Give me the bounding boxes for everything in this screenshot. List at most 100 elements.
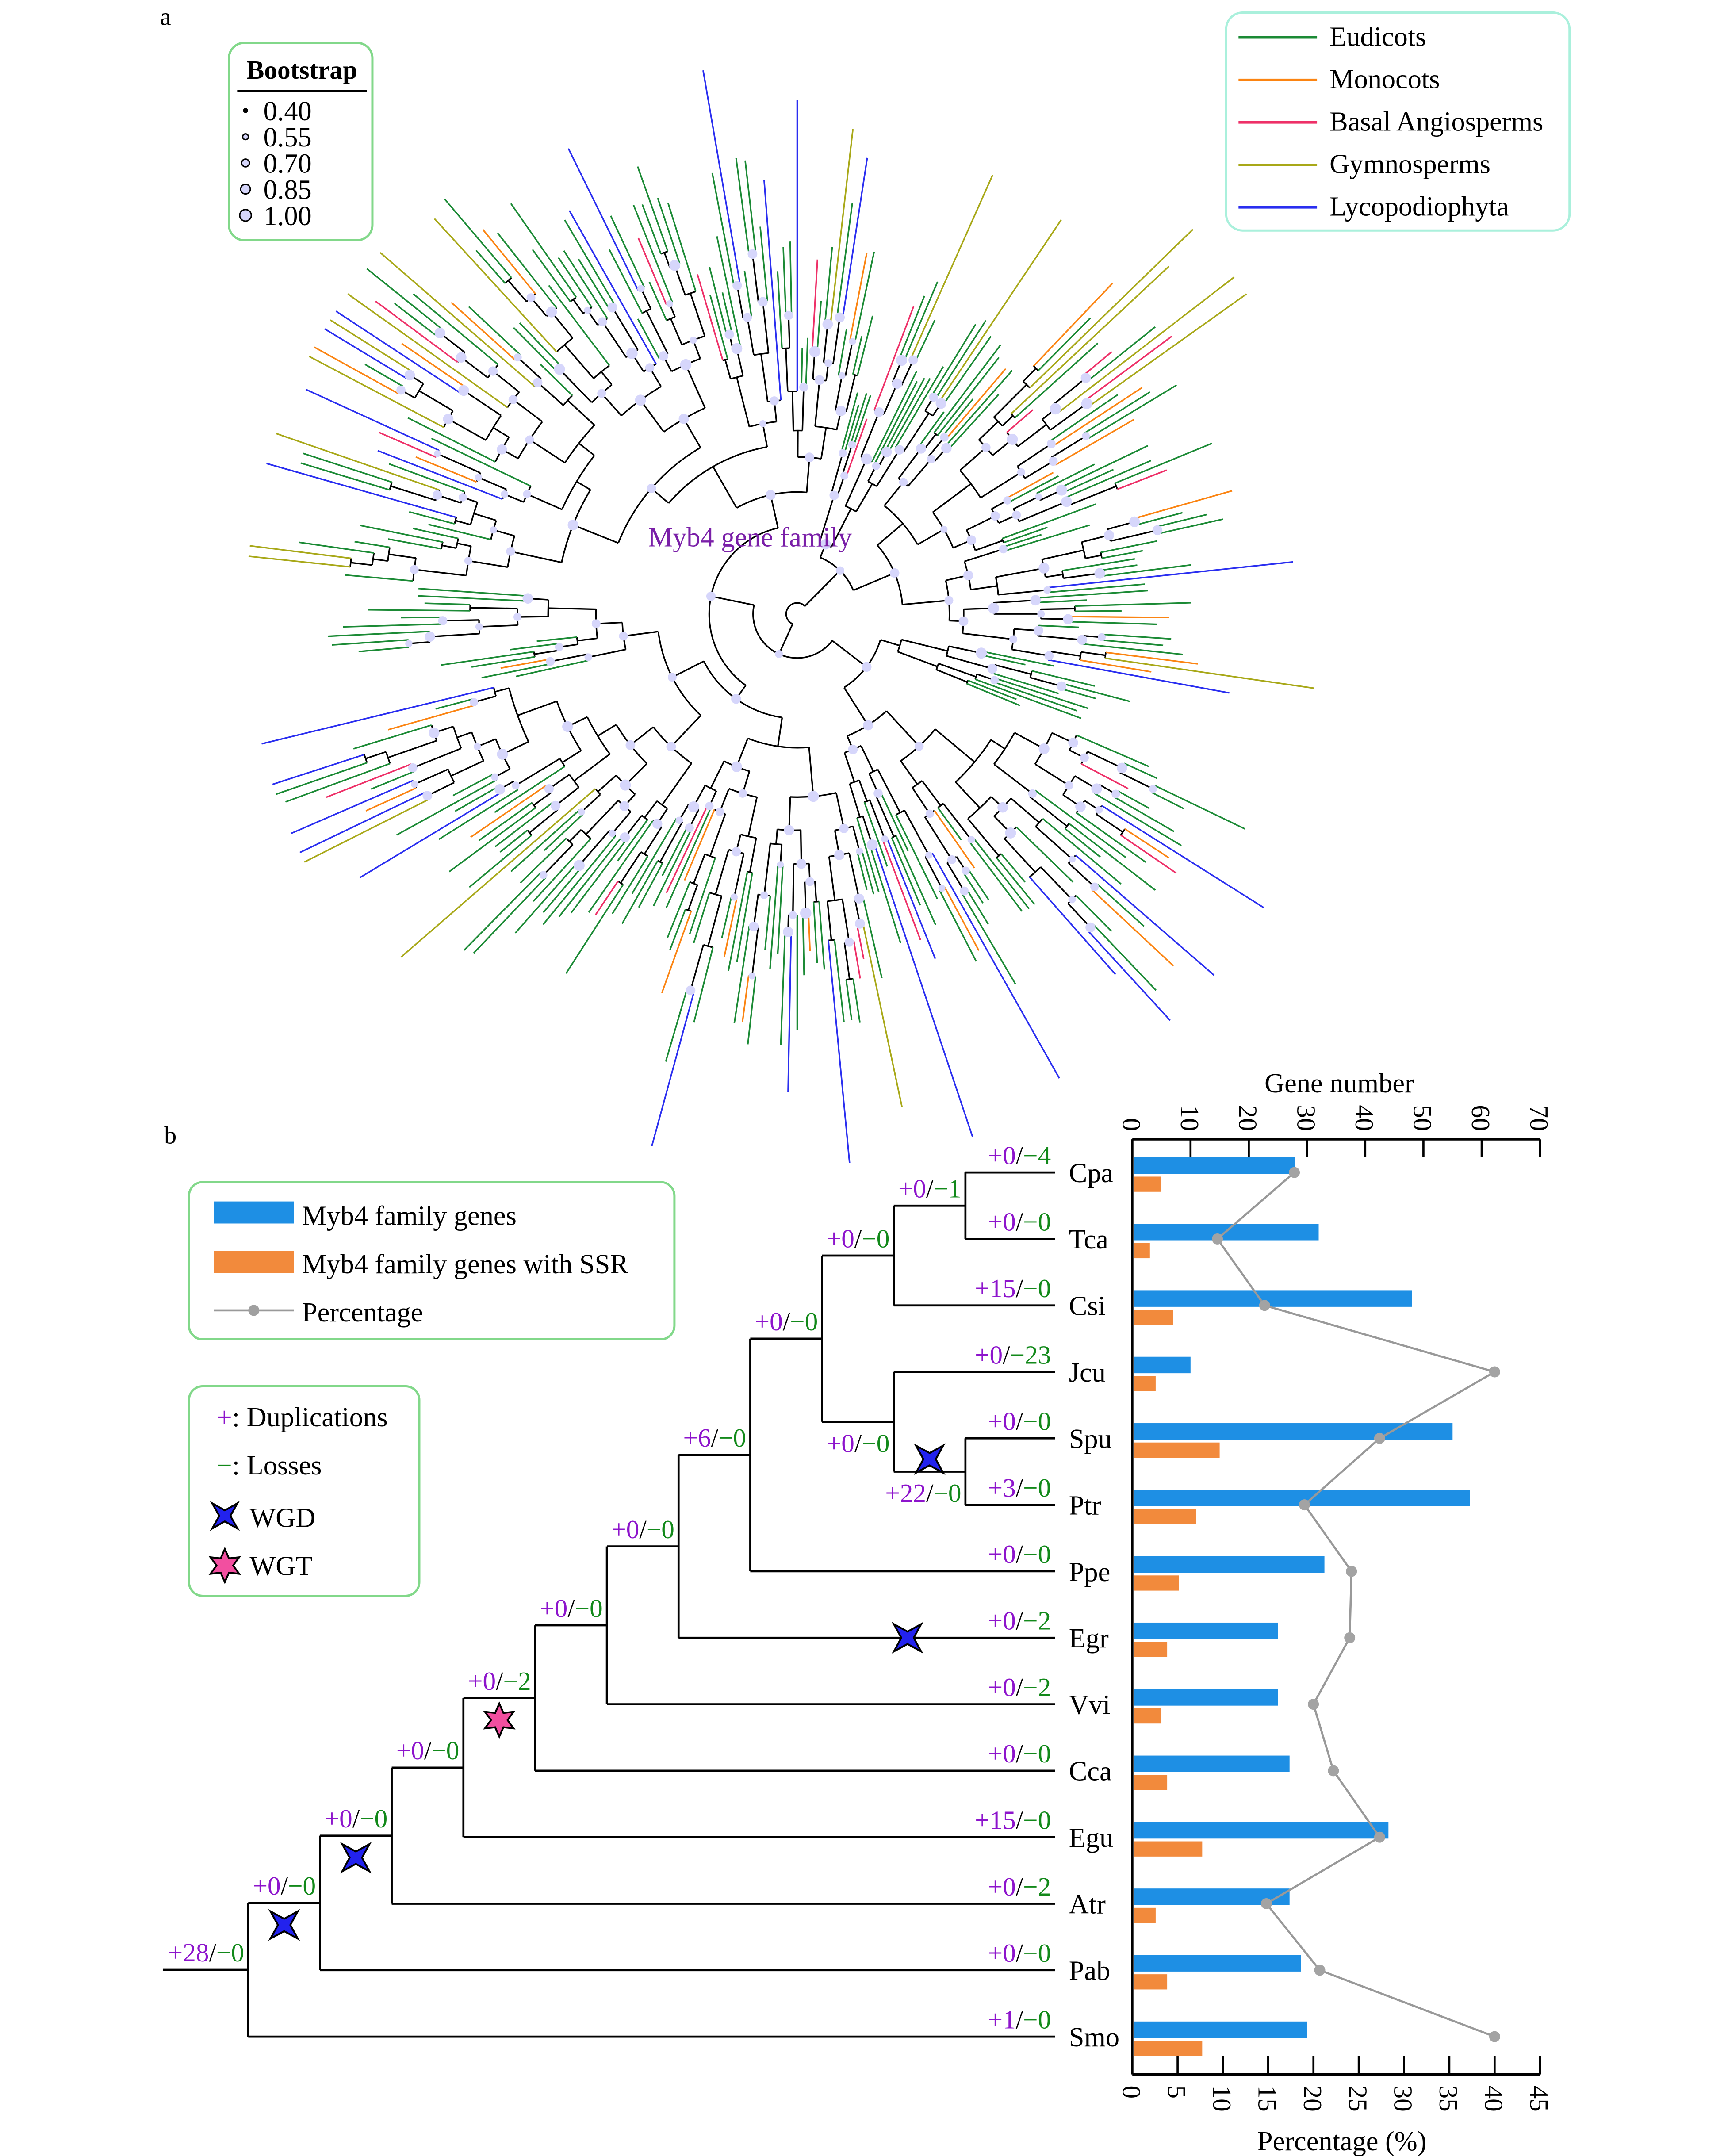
species-label: Spu <box>1069 1424 1112 1454</box>
tree-branch <box>559 368 593 403</box>
tree-branch-arc <box>785 607 793 625</box>
bootstrap-node-dot <box>550 800 561 811</box>
tree-leaf-branch <box>1075 895 1112 932</box>
tree-branch <box>534 649 560 655</box>
legend-label-percentage: Percentage <box>302 1297 423 1328</box>
top-axis-tick-label: 10 <box>1175 1105 1204 1131</box>
tree-branch-arc <box>441 545 443 549</box>
tree-leaf-branch <box>434 218 557 352</box>
bootstrap-node-dot <box>796 858 807 869</box>
tree-branch-arc <box>1042 419 1047 425</box>
tree-leaf-branch <box>962 872 984 904</box>
tree-branch <box>573 524 619 544</box>
bootstrap-node-dot <box>1068 738 1078 748</box>
tree-branch-arc <box>993 416 999 422</box>
clade-legend: Eudicots Monocots Basal Angiosperms Gymnosp… <box>1225 11 1571 232</box>
tree-leaf-branch <box>931 853 1060 1079</box>
loss-count: −0 <box>1023 1207 1051 1237</box>
bootstrap-node-dot <box>539 871 548 879</box>
bootstrap-node-dot <box>410 781 418 788</box>
tree-branch <box>577 637 598 642</box>
tree-leaf-branch <box>532 249 571 302</box>
bootstrap-node-dot <box>597 389 606 398</box>
tree-branch-arc <box>770 842 776 845</box>
tree-branch <box>1004 838 1036 873</box>
bootstrap-node-dot <box>938 885 946 892</box>
tree-leaf-branch <box>991 672 1059 694</box>
tree-leaf-branch <box>891 837 921 906</box>
branch-event-count: +0/−0 <box>988 1938 1051 1968</box>
tree-branch <box>760 354 769 402</box>
bootstrap-node-dot <box>896 355 907 366</box>
branch-event-count: +0/−0 <box>827 1224 890 1253</box>
tree-leaf-branch <box>873 306 915 411</box>
bar-gene-number <box>1134 1556 1325 1573</box>
bootstrap-dot-icon <box>241 158 250 168</box>
bootstrap-node-dot <box>705 802 714 810</box>
tree-branch-arc <box>508 688 518 716</box>
tree-branch <box>749 838 757 873</box>
tree-leaf-branch <box>689 858 716 934</box>
tree-leaf-branch <box>854 251 875 342</box>
tree-branch-arc <box>857 816 860 819</box>
tree-branch <box>964 548 1004 562</box>
tree-branch <box>924 816 953 860</box>
tree-leaf-branch <box>448 807 536 873</box>
tree-leaf-branch <box>648 281 667 321</box>
tree-branch-arc <box>690 291 696 294</box>
wgt-six-point-star-icon <box>483 1701 516 1739</box>
tree-leaf-branch <box>1101 639 1164 646</box>
tree-branch <box>921 780 942 806</box>
separator: / <box>783 1307 790 1336</box>
tree-leaf-branch <box>514 863 578 934</box>
bootstrap-node-dot <box>1009 635 1018 643</box>
bootstrap-node-dot <box>1046 439 1056 448</box>
tree-branch <box>712 466 738 509</box>
tree-leaf-branch <box>1062 469 1114 494</box>
tree-leaf-branch <box>1029 877 1116 975</box>
tree-leaf-branch <box>413 293 499 365</box>
duplication-symbol: + <box>217 1402 232 1432</box>
branch-event-count: +22/−0 <box>885 1478 961 1508</box>
tree-branch <box>883 383 898 414</box>
tree-leaf-branch <box>309 356 444 428</box>
loss-count: −2 <box>503 1666 531 1696</box>
separator: / <box>424 1736 432 1765</box>
bootstrap-node-dot <box>892 378 903 389</box>
tree-branch <box>778 624 793 655</box>
tree-branch <box>831 640 867 668</box>
tree-leaf-branch <box>500 658 550 669</box>
tree-title: Myb4 gene family <box>648 522 852 552</box>
tree-branch-arc <box>456 737 462 749</box>
tree-branch <box>493 427 510 438</box>
bootstrap-legend: Bootstrap 0.400.550.700.851.00 <box>228 42 374 241</box>
tree-branch-arc <box>1104 652 1107 655</box>
bottom-axis-title: Percentage (%) <box>1257 2126 1427 2156</box>
tree-leaf-branch <box>1100 540 1157 553</box>
bootstrap-node-dot <box>848 441 856 449</box>
tree-branch-arc <box>787 602 806 609</box>
percentage-point <box>1489 2031 1500 2042</box>
species-label: Vvi <box>1069 1689 1111 1720</box>
panel-label-a: a <box>160 4 171 31</box>
tree-branch <box>601 393 622 416</box>
tree-leaf-branch <box>818 901 825 970</box>
tree-leaf-branch <box>401 343 467 388</box>
bootstrap-node-dot <box>425 632 435 642</box>
branch-event-count: +0/−0 <box>988 1407 1051 1436</box>
clade-label: Lycopodiophyta <box>1329 191 1509 222</box>
loss-count: −0 <box>1023 2005 1051 2034</box>
tree-leaf-branch <box>567 148 639 291</box>
tree-branch <box>659 821 683 862</box>
bootstrap-node-dot <box>747 249 758 259</box>
duplication-count: +0 <box>253 1871 281 1900</box>
tree-leaf-branch <box>1115 442 1212 484</box>
tree-leaf-branch <box>1029 229 1194 389</box>
wgt-legend-star <box>208 1547 241 1585</box>
tree-leaf-branch <box>1049 394 1119 442</box>
tree-leaf-branch <box>497 232 557 309</box>
bootstrap-node-dot <box>1056 484 1067 496</box>
separator: / <box>1016 1539 1023 1569</box>
tree-branch-arc <box>564 337 573 346</box>
